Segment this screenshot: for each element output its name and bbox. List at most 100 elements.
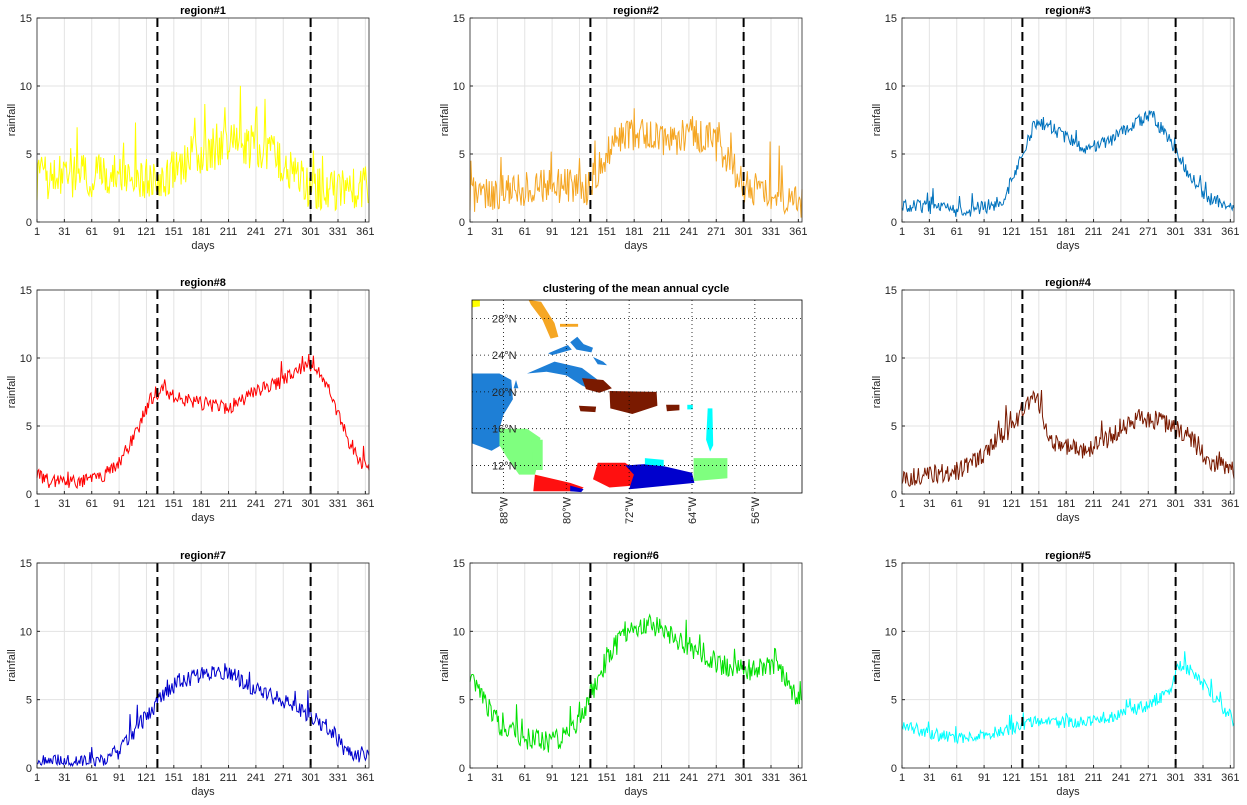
series-line <box>36 663 370 768</box>
x-tick-label: 331 <box>1194 226 1212 238</box>
axes-box <box>469 17 803 223</box>
axes-box <box>469 562 803 769</box>
lon-label: 56°W <box>750 496 762 524</box>
x-tick-label: 91 <box>546 772 558 784</box>
map-region-6-trinidad <box>693 458 728 482</box>
map-region-2b <box>560 323 579 327</box>
x-tick-label: 121 <box>1002 498 1020 510</box>
map-title: clustering of the mean annual cycle <box>543 283 729 295</box>
y-tick-label: 5 <box>459 149 465 161</box>
axes-box <box>36 17 370 223</box>
plot-area <box>902 18 1234 222</box>
x-tick-label: 211 <box>1085 498 1103 510</box>
x-tick-label: 181 <box>1057 772 1075 784</box>
y-tick-label: 5 <box>26 695 32 707</box>
x-tick-label: 31 <box>923 498 935 510</box>
y-tick-label: 0 <box>891 217 897 229</box>
x-axis-label: days <box>191 240 215 252</box>
x-tick-label: 301 <box>1166 226 1184 238</box>
plot-area <box>470 563 802 768</box>
x-axis-label: days <box>191 512 215 524</box>
x-tick-label: 151 <box>165 772 183 784</box>
line-panel-2: 1 31 61 91 121 151 181 211 241 271 301 331 361 0 5 10 15… <box>439 5 808 252</box>
panel-title: region#3 <box>1045 5 1091 17</box>
y-tick-label: 15 <box>885 558 897 570</box>
axes-box <box>36 562 370 769</box>
y-tick-label: 0 <box>891 763 897 775</box>
panel-title: region#4 <box>1045 277 1092 289</box>
x-tick-label: 181 <box>625 226 643 238</box>
x-tick-label: 1 <box>899 498 905 510</box>
y-tick-label: 15 <box>20 285 32 297</box>
y-tick-label: 10 <box>20 626 32 638</box>
map-region-4-pr <box>666 404 680 412</box>
map-region-4-jamaica <box>578 405 597 413</box>
y-axis-label: rainfall <box>871 376 883 408</box>
x-tick-label: 361 <box>356 772 374 784</box>
lon-label: 64°W <box>687 496 699 524</box>
x-tick-label: 31 <box>58 226 70 238</box>
x-tick-label: 301 <box>301 498 319 510</box>
y-tick-label: 0 <box>459 217 465 229</box>
x-tick-label: 31 <box>491 772 503 784</box>
series-line <box>36 85 370 212</box>
x-axis-label: days <box>191 786 215 798</box>
y-tick-label: 10 <box>20 353 32 365</box>
plot-area <box>902 563 1234 768</box>
x-tick-label: 1 <box>467 226 473 238</box>
x-tick-label: 61 <box>519 772 531 784</box>
x-axis-label: days <box>1056 512 1080 524</box>
y-tick-label: 10 <box>885 626 897 638</box>
x-tick-label: 331 <box>762 772 780 784</box>
map-region-5-lesser-antilles <box>706 408 714 452</box>
x-tick-label: 61 <box>519 226 531 238</box>
series-line <box>901 110 1235 217</box>
x-tick-label: 211 <box>653 226 671 238</box>
x-tick-label: 241 <box>680 772 698 784</box>
x-tick-label: 151 <box>1030 772 1048 784</box>
x-tick-label: 91 <box>113 226 125 238</box>
map-region-3-cuba <box>527 361 602 391</box>
x-tick-label: 331 <box>329 498 347 510</box>
panels: 1 31 61 91 121 151 181 211 241 271 301 331 361051015… <box>6 5 1240 798</box>
map-region-3-yucatan <box>472 373 513 451</box>
x-tick-label: 1 <box>899 772 905 784</box>
x-tick-label: 331 <box>329 772 347 784</box>
x-tick-label: 31 <box>58 498 70 510</box>
x-tick-label: 271 <box>274 498 292 510</box>
x-tick-label: 241 <box>247 226 265 238</box>
y-axis-label: rainfall <box>871 104 883 136</box>
x-tick-label: 151 <box>598 772 616 784</box>
lon-label: 88°W <box>498 496 510 524</box>
y-tick-label: 5 <box>891 149 897 161</box>
x-tick-label: 181 <box>192 772 210 784</box>
x-tick-label: 181 <box>192 226 210 238</box>
x-tick-label: 31 <box>923 226 935 238</box>
x-tick-label: 1 <box>467 772 473 784</box>
y-tick-label: 5 <box>891 695 897 707</box>
line-panel-5: 1 31 61 91 121 151 181 211 241 271 301 331 361 0 5 10 15… <box>871 277 1240 524</box>
x-tick-label: 211 <box>220 498 238 510</box>
panel-title: region#6 <box>613 550 659 562</box>
series-line <box>469 108 803 218</box>
map-region-7-venezuela <box>625 463 695 490</box>
plot-area <box>37 563 369 768</box>
y-tick-label: 15 <box>453 13 465 25</box>
lat-label: 28°N <box>492 313 517 325</box>
map-region-4-hispaniola <box>609 391 658 414</box>
x-tick-label: 361 <box>356 498 374 510</box>
map-region-4-cuba-east <box>582 378 612 393</box>
y-tick-label: 0 <box>891 489 897 501</box>
x-tick-label: 271 <box>274 772 292 784</box>
y-tick-label: 0 <box>459 763 465 775</box>
map-region-1 <box>472 300 480 308</box>
x-tick-label: 121 <box>1002 772 1020 784</box>
x-tick-label: 61 <box>86 226 98 238</box>
y-tick-label: 10 <box>885 353 897 365</box>
x-tick-label: 361 <box>356 226 374 238</box>
y-tick-label: 15 <box>20 558 32 570</box>
x-tick-label: 361 <box>789 226 807 238</box>
x-tick-label: 331 <box>1194 772 1212 784</box>
x-tick-label: 361 <box>789 772 807 784</box>
